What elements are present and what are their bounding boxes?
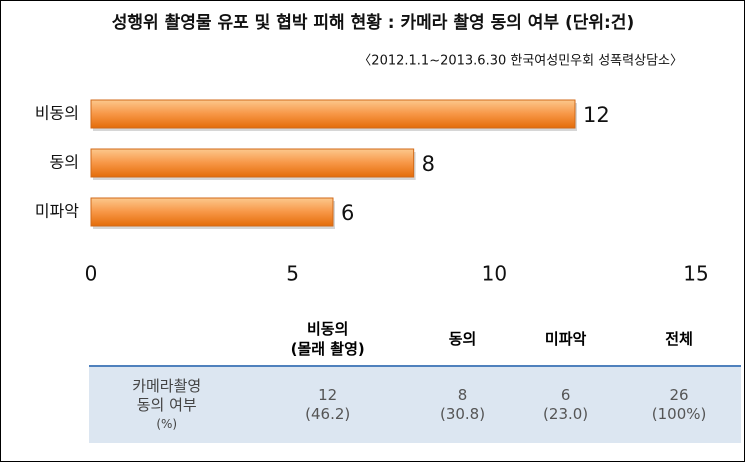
column-header: 비동의 (몰래 촬영) — [244, 313, 411, 367]
x-tick-label: 0 — [85, 262, 98, 286]
y-tick-label: 동의 — [50, 153, 79, 172]
label-line: 카메라촬영 — [132, 376, 202, 395]
column-header: 동의 — [410, 313, 515, 367]
table-cell: 6 (23.0) — [514, 366, 618, 443]
header-line: 전체 — [665, 330, 693, 348]
cell-line: 12 — [318, 386, 338, 404]
header-line: (몰래 촬영) — [290, 340, 365, 358]
label-line: 동의 여부 — [136, 395, 197, 414]
data-table: 비동의 (몰래 촬영) 동의 미파악 전체 카메라촬영 동의 여부 (%) 12 (46.2) 8… — [89, 313, 741, 443]
table-cell: 8 (30.8) — [410, 366, 515, 443]
bar — [90, 148, 415, 178]
x-tick-label: 15 — [683, 262, 708, 286]
data-label: 12 — [583, 103, 610, 127]
table-cell: 12 (46.2) — [244, 366, 411, 443]
header-line: 미파악 — [544, 330, 587, 348]
cell-line: 8 — [457, 386, 468, 404]
cell-line: (23.0) — [543, 405, 589, 423]
data-label: 8 — [422, 152, 435, 176]
cell-line: (46.2) — [305, 405, 351, 423]
cell-line: (100%) — [651, 405, 707, 423]
row-label: 카메라촬영 동의 여부 (%) — [89, 366, 245, 443]
cell-line: 6 — [560, 386, 571, 404]
chart: 성행위 촬영물 유포 및 협박 피해 현황 : 카메라 촬영 동의 여부 (단위… — [35, 12, 709, 286]
y-tick-label: 미파악 — [35, 202, 79, 221]
bar — [90, 99, 576, 129]
data-label: 6 — [341, 201, 354, 225]
cell-line: (30.8) — [439, 405, 486, 423]
bar — [90, 197, 334, 227]
y-tick-label: 비동의 — [35, 104, 79, 123]
corner-cell — [89, 313, 245, 367]
table-cell: 26 (100%) — [617, 366, 741, 443]
x-tick-label: 5 — [286, 262, 299, 286]
label-line: (%) — [156, 416, 178, 431]
column-header: 미파악 — [514, 313, 618, 367]
chart-title: 성행위 촬영물 유포 및 협박 피해 현황 : 카메라 촬영 동의 여부 (단위… — [112, 12, 634, 33]
cell-line: 26 — [669, 386, 689, 404]
x-tick-label: 10 — [482, 262, 507, 286]
table-row: 카메라촬영 동의 여부 (%) 12 (46.2) 8 (30.8) 6 (23.0) 26 (10… — [89, 366, 741, 443]
header-line: 비동의 — [306, 320, 349, 338]
header-line: 동의 — [448, 330, 477, 348]
column-header: 전체 — [617, 313, 741, 367]
chart-subtitle: 〈2012.1.1~2013.6.30 한국여성민우회 성폭력상담소〉 — [358, 54, 683, 69]
